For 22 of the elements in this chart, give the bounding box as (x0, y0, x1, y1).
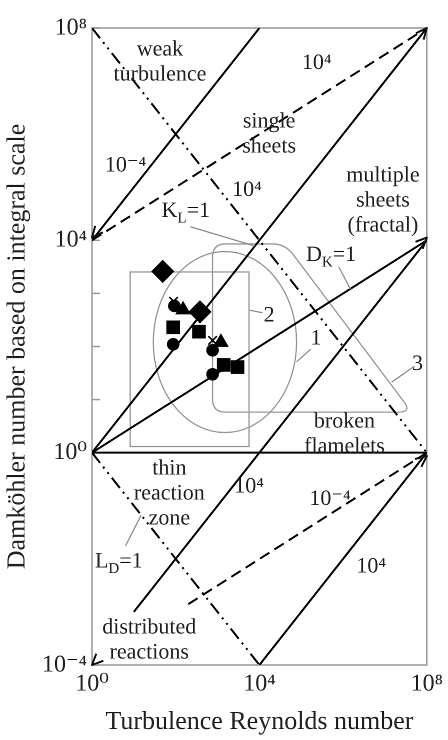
annotation: thin reaction zone (134, 454, 205, 530)
annotation: 1 (310, 324, 322, 350)
annotation: 10⁴ (234, 472, 264, 498)
annotation: 10⁴ (232, 176, 262, 202)
annotation: 10⁻⁴ (309, 485, 352, 510)
x-tick-label: 10⁸ (410, 670, 444, 697)
y-tick-label: 10⁰ (53, 438, 87, 465)
x-axis-title: Turbulence Reynolds number (105, 706, 414, 736)
y-tick-label: 10⁸ (54, 14, 87, 40)
annotation: broken flamelets (304, 408, 385, 458)
y-axis-title: Damköhler number based on integral scale (1, 124, 30, 570)
x-tick-label: 10⁴ (243, 670, 276, 697)
annotation: 10⁻⁴ (104, 151, 146, 176)
annotation: 3 (412, 350, 423, 376)
annotation: distributed reactions (102, 613, 196, 664)
annotation: 2 (264, 302, 275, 327)
annotation: 10⁴ (302, 48, 332, 74)
annotation: weak turbulence (114, 36, 206, 86)
annotation: single sheets (242, 108, 296, 158)
annotation: multiple sheets (fractal) (346, 161, 420, 236)
y-tick-label: 10⁴ (54, 226, 87, 253)
annotation: 10⁴ (356, 552, 386, 578)
